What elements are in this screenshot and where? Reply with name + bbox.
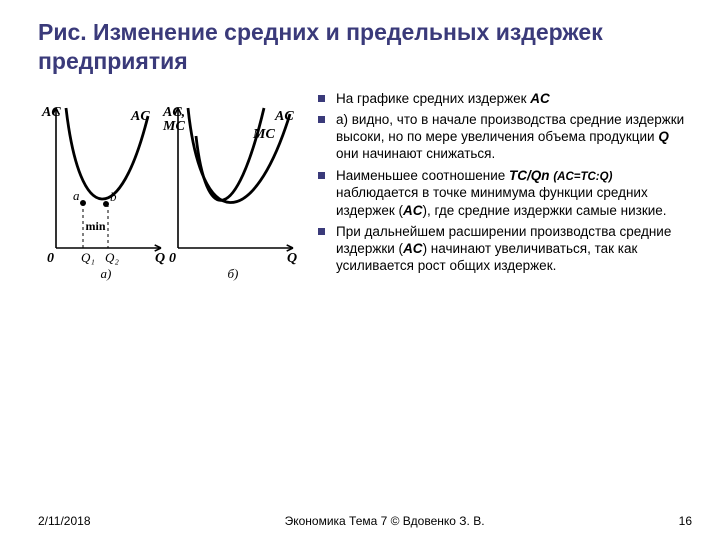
svg-text:b: b: [110, 189, 117, 204]
svg-text:AC: AC: [130, 109, 150, 124]
svg-text:Q₂: Q₂: [105, 250, 119, 265]
footer-page-number: 16: [679, 514, 692, 528]
svg-text:Q₁: Q₁: [81, 250, 95, 265]
svg-text:min: min: [85, 219, 105, 233]
svg-text:Q: Q: [287, 251, 297, 266]
svg-text:a: a: [73, 188, 80, 203]
footer-date: 2/11/2018: [38, 514, 91, 528]
svg-text:а): а): [101, 266, 112, 281]
svg-text:б): б): [228, 266, 239, 281]
footer-center: Экономика Тема 7 © Вдовенко З. В.: [91, 514, 679, 528]
svg-text:AC,: AC,: [162, 105, 185, 120]
bullet-list: На графике средних издержек AC а) видно, …: [314, 90, 692, 275]
svg-text:MC: MC: [252, 127, 275, 142]
svg-text:0: 0: [169, 251, 176, 266]
svg-text:AC: AC: [41, 105, 61, 120]
slide-title: Рис. Изменение средних и предельных изде…: [38, 18, 692, 76]
svg-text:0: 0: [47, 251, 54, 266]
title-text: Изменение средних и предельных издержек …: [38, 19, 603, 74]
svg-text:Q: Q: [155, 251, 165, 266]
title-prefix: Рис.: [38, 19, 87, 45]
svg-text:MC: MC: [162, 119, 185, 134]
bullet-item: При дальнейшем расширении производства с…: [314, 223, 692, 275]
bullet-item: Наименьшее соотношение TC/Qn (AC=TC:Q) н…: [314, 167, 692, 219]
slide-footer: 2/11/2018 Экономика Тема 7 © Вдовенко З.…: [38, 514, 692, 528]
bullet-item: На графике средних издержек AC: [314, 90, 692, 107]
graph-panel: abminACAC0Q₁Q₂Qа)AC,MCACMC0Qб): [38, 90, 298, 298]
svg-text:AC: AC: [274, 109, 294, 124]
bullet-item: а) видно, что в начале производства сред…: [314, 111, 692, 163]
